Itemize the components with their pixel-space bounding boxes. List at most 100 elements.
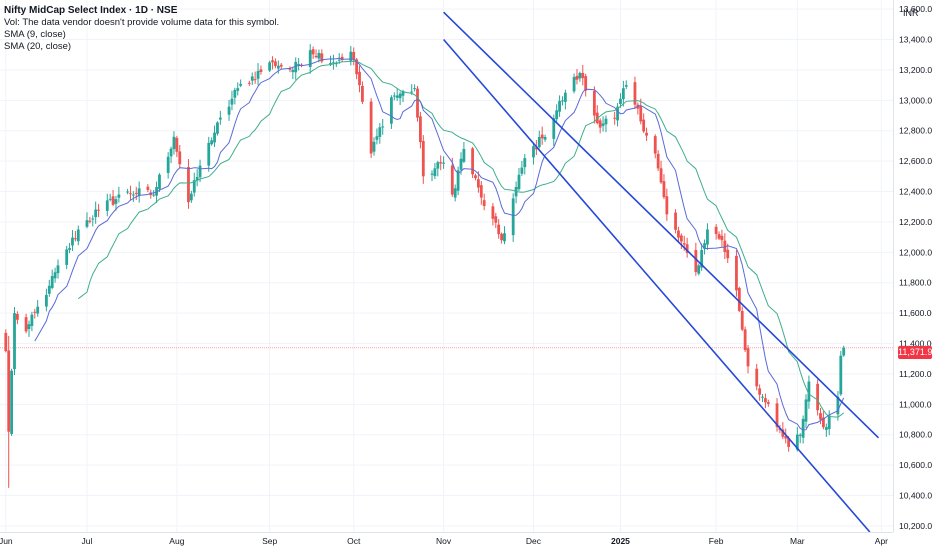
y-tick-label: 12,000.00	[899, 247, 932, 257]
y-tick-label: 12,600.00	[899, 156, 932, 166]
y-tick-label: 13,000.00	[899, 95, 932, 105]
candle-body	[4, 332, 8, 352]
candle-body	[720, 235, 724, 241]
candle-body	[471, 148, 474, 175]
candle-body	[311, 49, 315, 55]
candle-body	[47, 285, 51, 294]
candle-body	[178, 151, 182, 165]
currency-label[interactable]: INR	[903, 8, 919, 18]
candle-body	[540, 134, 544, 139]
last-price-badge: 11,371.95	[898, 346, 932, 359]
candle-body	[13, 313, 16, 370]
candle-body	[781, 429, 785, 437]
candle-body	[453, 188, 457, 198]
candle-body	[474, 175, 477, 179]
candle-body	[737, 287, 741, 311]
candle-body	[213, 132, 216, 143]
candle-body	[94, 209, 98, 218]
candle-body	[187, 167, 190, 203]
y-tick-label: 13,400.00	[899, 35, 932, 45]
candle-body	[642, 119, 646, 132]
channel-line-lower[interactable]	[442, 38, 871, 533]
sma-20-label[interactable]: SMA (20, close)	[4, 41, 72, 52]
candle-body	[349, 51, 353, 61]
candle-body	[534, 147, 538, 150]
candle-body	[766, 402, 770, 404]
candle-body	[410, 91, 414, 93]
candle-body	[621, 88, 625, 100]
candle-body	[158, 174, 161, 189]
candle-body	[500, 233, 503, 241]
candle-body	[700, 250, 704, 268]
candle-body	[114, 199, 118, 204]
candle-body	[613, 117, 617, 119]
symbol-title[interactable]: Nifty MidCap Select Index · 1D · NSE	[4, 5, 178, 16]
y-tick-label: 11,800.00	[899, 278, 932, 288]
candle-body	[192, 180, 196, 193]
candle-body	[91, 218, 95, 220]
candle-body	[479, 185, 483, 198]
candle-body	[836, 396, 840, 415]
y-tick-label: 10,400.00	[899, 491, 932, 501]
candle-body	[340, 56, 344, 61]
candle-body	[723, 240, 727, 253]
candle-body	[604, 118, 608, 125]
candle-body	[616, 106, 619, 121]
candle-body	[662, 181, 666, 198]
sma-20-line	[77, 60, 845, 418]
candle-body	[456, 170, 460, 191]
y-tick-label: 13,600.00	[899, 4, 932, 14]
candle-body	[390, 97, 393, 124]
candle-body	[804, 399, 808, 422]
candle-body	[740, 311, 744, 330]
candle-body	[236, 88, 240, 91]
candle-body	[679, 235, 683, 242]
candle-body	[88, 220, 92, 222]
candle-body	[653, 136, 657, 154]
candle-body	[361, 85, 364, 102]
candle-body	[97, 209, 100, 211]
candle-body	[308, 50, 312, 67]
candle-body	[563, 92, 567, 102]
candle-body	[639, 106, 643, 122]
candle-body	[659, 168, 663, 183]
candle-body	[419, 116, 422, 143]
candle-body	[636, 104, 640, 109]
candle-body	[253, 79, 257, 81]
x-tick-label: Apr	[875, 536, 888, 546]
candle-body	[317, 52, 321, 59]
candle-body	[33, 311, 37, 313]
trend-channel[interactable]	[442, 11, 880, 533]
candle-body	[24, 317, 28, 332]
x-tick-label: Jun	[0, 536, 13, 546]
candle-body	[155, 187, 158, 196]
candle-body	[375, 136, 379, 140]
candle-body	[274, 61, 277, 67]
volume-note: Vol: The data vendor doesn't provide vol…	[4, 17, 280, 28]
candle-body	[795, 434, 799, 450]
candle-body	[482, 200, 486, 206]
candle-body	[761, 396, 764, 398]
candle-body	[476, 179, 480, 188]
x-tick-label: Nov	[436, 536, 452, 546]
sma-9-label[interactable]: SMA (9, close)	[4, 29, 66, 40]
candle-body	[230, 98, 234, 105]
candle-body	[207, 142, 211, 166]
candle-body	[413, 88, 417, 90]
channel-line-upper[interactable]	[443, 11, 880, 439]
candle-body	[314, 55, 318, 58]
candle-body	[827, 415, 831, 430]
candle-body	[717, 234, 721, 239]
candle-body	[189, 193, 193, 201]
candle-body	[787, 438, 791, 447]
candle-body	[381, 126, 385, 128]
candle-body	[537, 136, 541, 148]
candle-body	[421, 141, 425, 177]
candle-body	[247, 82, 251, 84]
candle-body	[329, 63, 332, 65]
candle-body	[697, 265, 701, 274]
candle-body	[555, 110, 559, 120]
candle-body	[10, 370, 13, 434]
